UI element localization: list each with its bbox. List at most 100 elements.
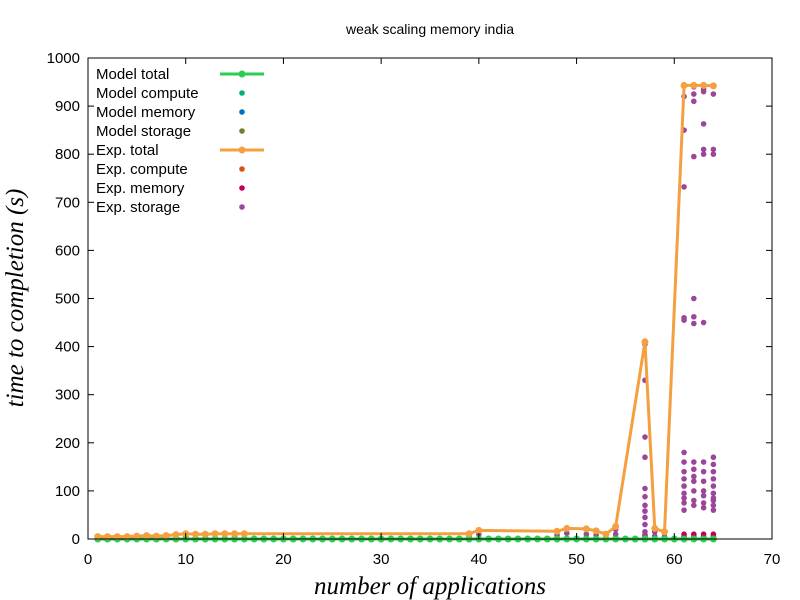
data-point — [553, 527, 561, 535]
data-point — [710, 507, 717, 513]
data-point — [201, 530, 209, 538]
data-point — [710, 483, 717, 489]
data-point — [681, 449, 687, 456]
data-point — [700, 459, 707, 465]
data-point — [691, 153, 697, 160]
data-point — [691, 295, 697, 302]
data-point — [465, 530, 473, 538]
data-point — [642, 493, 648, 500]
data-point — [475, 526, 483, 534]
legend-label: Model storage — [96, 123, 191, 140]
data-point — [123, 533, 131, 541]
legend-marker — [239, 185, 245, 191]
x-tick-label: 50 — [568, 551, 585, 568]
legend-label: Model compute — [96, 85, 199, 102]
data-point — [564, 530, 570, 537]
data-point — [700, 151, 707, 157]
legend-marker — [239, 166, 245, 172]
data-point — [231, 530, 239, 538]
data-point — [690, 81, 698, 89]
data-point — [681, 184, 687, 190]
data-point — [710, 454, 717, 461]
data-point — [700, 88, 707, 95]
data-point — [143, 532, 151, 540]
data-point — [710, 151, 717, 157]
data-point — [221, 530, 229, 538]
data-point — [700, 531, 707, 537]
legend-marker — [238, 146, 246, 154]
y-axis-label: time to completion (s) — [2, 189, 29, 408]
data-point — [710, 468, 717, 475]
data-point — [700, 492, 707, 499]
data-point — [592, 527, 600, 535]
data-point — [612, 531, 619, 537]
legend-label: Exp. storage — [96, 199, 180, 216]
legend-label: Exp. compute — [96, 161, 188, 178]
data-point — [700, 319, 707, 326]
legend-marker — [239, 128, 245, 134]
x-axis-label: number of applications — [314, 573, 546, 600]
data-point — [691, 98, 697, 105]
data-point — [700, 500, 707, 506]
data-point — [661, 528, 669, 536]
data-point — [681, 531, 687, 537]
data-point — [681, 317, 687, 323]
x-tick-label: 70 — [764, 551, 781, 568]
legend-label: Exp. memory — [96, 180, 185, 197]
data-point — [642, 528, 648, 535]
data-point — [612, 522, 620, 530]
data-point — [240, 530, 248, 538]
y-tick-label: 600 — [55, 242, 80, 259]
y-tick-label: 400 — [55, 339, 80, 356]
data-point — [642, 454, 648, 461]
data-point — [133, 532, 141, 540]
data-point — [710, 461, 717, 468]
data-point — [700, 121, 707, 127]
chart-title: weak scaling memory india — [345, 21, 514, 37]
data-point — [191, 530, 199, 538]
data-point — [582, 525, 590, 533]
data-point — [680, 81, 688, 89]
data-point — [113, 533, 121, 541]
legend-marker — [239, 109, 245, 115]
data-point — [700, 146, 707, 153]
legend-marker — [239, 204, 245, 210]
data-point — [651, 524, 659, 532]
data-point — [691, 478, 697, 485]
data-point — [642, 514, 648, 521]
legend-marker — [238, 70, 246, 78]
data-point — [602, 530, 610, 538]
data-point — [700, 468, 707, 475]
data-point — [691, 502, 697, 509]
data-point — [691, 497, 697, 504]
data-point — [710, 476, 717, 482]
data-point — [681, 500, 687, 506]
data-point — [691, 91, 697, 97]
data-point — [641, 338, 649, 346]
plot-area — [94, 81, 717, 543]
data-point — [681, 459, 687, 465]
data-point — [681, 490, 687, 497]
legend-marker — [239, 90, 245, 96]
data-point — [583, 531, 590, 537]
data-point — [691, 466, 697, 473]
data-point — [94, 533, 102, 541]
data-point — [691, 320, 697, 327]
data-point — [642, 508, 648, 514]
data-point — [642, 485, 648, 492]
data-point — [152, 532, 160, 540]
x-tick-label: 20 — [275, 551, 292, 568]
legend: Model total Model compute Model memory Mode… — [96, 66, 264, 216]
y-tick-label: 800 — [55, 146, 80, 163]
legend-label: Model total — [96, 66, 169, 83]
x-tick-label: 60 — [666, 551, 683, 568]
data-point — [700, 81, 708, 89]
data-point — [710, 91, 717, 97]
data-point — [691, 531, 697, 537]
y-tick-label: 100 — [55, 483, 80, 500]
data-point — [691, 459, 697, 465]
data-point — [642, 502, 648, 509]
data-point — [642, 434, 648, 440]
y-tick-label: 900 — [55, 98, 80, 115]
